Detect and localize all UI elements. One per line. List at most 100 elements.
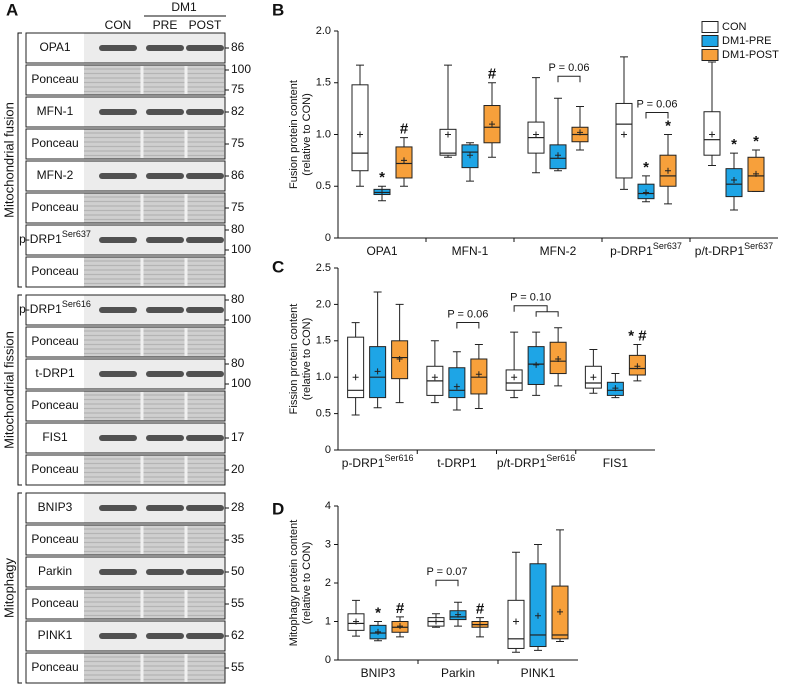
mean-marker — [453, 383, 460, 390]
marker-label: 20 — [231, 462, 245, 476]
x-tick-label-main: p/t-DRP1 — [695, 244, 745, 258]
group-bracket — [17, 492, 22, 684]
protein-band — [99, 237, 137, 243]
marker-label: 50 — [231, 564, 245, 578]
bracket — [557, 75, 581, 83]
y-tick-label: 4 — [325, 500, 331, 512]
group-bracket — [17, 32, 22, 288]
marker-label: 82 — [231, 104, 245, 118]
whisker — [454, 619, 462, 627]
whisker — [620, 177, 628, 190]
legend-label: CON — [722, 21, 747, 33]
blot-label-main: Ponceau — [31, 532, 78, 546]
protein-band — [186, 173, 224, 179]
protein-band — [186, 505, 224, 511]
x-tick-label-main: p-DRP1 — [610, 244, 653, 258]
p-value-label: P = 0.06 — [548, 62, 589, 74]
mean-marker — [709, 131, 715, 138]
marker-label: 86 — [231, 40, 245, 54]
protein-band — [146, 371, 184, 377]
box — [351, 84, 369, 172]
mean-marker — [612, 385, 619, 392]
blot-label: Ponceau — [31, 398, 78, 412]
significance-label: * — [665, 117, 671, 134]
blot-label-main: MFN-2 — [37, 168, 74, 182]
blot-label-main: Ponceau — [31, 72, 78, 86]
whisker — [576, 141, 584, 151]
blot-image — [84, 525, 225, 555]
lane-label: POST — [189, 18, 222, 32]
blot-label-main: t-DRP1 — [35, 366, 75, 380]
whisker — [430, 340, 439, 367]
x-tick-label: p-DRP1Ser616 — [342, 453, 414, 470]
group-label: Mitophagy — [1, 558, 16, 618]
x-tick-label-main: MFN-2 — [540, 244, 577, 258]
protein-band — [99, 173, 137, 179]
protein-band — [99, 569, 137, 575]
blot-label: Ponceau — [31, 200, 78, 214]
y-tick-label: 1.5 — [316, 335, 331, 347]
p-value-label: P = 0.06 — [447, 308, 488, 320]
x-tick-label: PINK1 — [521, 666, 556, 680]
whisker — [476, 617, 484, 622]
marker-label: 55 — [231, 596, 245, 610]
blot-label: p-DRP1Ser637 — [19, 229, 91, 246]
y-tick-label: 0 — [325, 232, 331, 244]
protein-band — [99, 435, 137, 441]
x-tick-label: p-DRP1Ser637 — [610, 241, 682, 258]
protein-band — [186, 633, 224, 639]
marker-label: 28 — [231, 500, 245, 514]
x-tick-label-main: p/t-DRP1 — [497, 456, 547, 470]
mean-marker — [467, 152, 473, 159]
mean-marker — [477, 621, 483, 628]
whisker — [589, 349, 598, 367]
protein-band — [146, 109, 184, 115]
marker-label: 17 — [231, 430, 245, 444]
whisker — [642, 175, 650, 185]
x-tick-label: OPA1 — [366, 244, 397, 258]
mean-marker — [513, 618, 519, 625]
x-tick-label: FIS1 — [603, 456, 629, 470]
protein-band — [146, 569, 184, 575]
whisker — [374, 621, 382, 626]
mean-marker — [433, 618, 439, 625]
lane-label: PRE — [153, 18, 178, 32]
y-tick-label: 1.0 — [316, 128, 331, 140]
mean-marker — [431, 374, 438, 381]
protein-band — [186, 435, 224, 441]
y-axis-label: (relative to CON) — [301, 318, 313, 401]
significance-label: # — [400, 121, 409, 138]
y-axis-label: (relative to CON) — [301, 93, 313, 176]
p-value-label: P = 0.07 — [426, 566, 467, 578]
whisker — [512, 551, 520, 601]
whisker — [730, 152, 738, 169]
whisker — [396, 616, 404, 622]
blot-label: Ponceau — [31, 660, 78, 674]
panel-letter: C — [272, 257, 284, 276]
blot-label: Ponceau — [31, 334, 78, 348]
group-bracket — [17, 294, 22, 486]
protein-band — [146, 435, 184, 441]
significance-label: * — [375, 604, 381, 621]
significance-label: # — [476, 601, 485, 618]
whisker — [452, 397, 461, 411]
marker-label: 75 — [231, 200, 245, 214]
protein-band — [146, 633, 184, 639]
marker-label: 62 — [231, 628, 245, 642]
bracket — [513, 305, 548, 312]
whisker — [352, 630, 360, 637]
protein-band — [146, 45, 184, 51]
x-tick-label-superscript: Ser616 — [384, 453, 413, 463]
whisker — [373, 291, 382, 347]
mean-marker — [555, 356, 562, 362]
x-tick-label: MFN-1 — [452, 244, 489, 258]
whisker — [396, 632, 404, 638]
x-tick-label: t-DRP1 — [437, 456, 477, 470]
protein-band — [99, 45, 137, 51]
x-tick-label: Parkin — [441, 666, 475, 680]
mean-marker — [511, 374, 518, 381]
mean-marker — [353, 618, 359, 625]
whisker — [352, 599, 360, 614]
y-axis-label: Fusion protein content — [288, 80, 300, 189]
protein-band — [99, 505, 137, 511]
